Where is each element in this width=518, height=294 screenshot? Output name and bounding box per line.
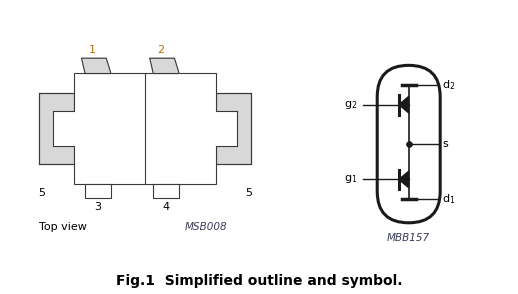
Text: Fig.1  Simplified outline and symbol.: Fig.1 Simplified outline and symbol. <box>116 274 402 288</box>
Text: 1: 1 <box>89 45 96 55</box>
FancyBboxPatch shape <box>377 65 440 223</box>
Text: 5: 5 <box>38 188 45 198</box>
Bar <box>85 184 111 198</box>
Polygon shape <box>150 58 179 74</box>
Polygon shape <box>81 58 111 74</box>
Text: MSB008: MSB008 <box>185 222 227 232</box>
Bar <box>53 111 76 146</box>
Text: 4: 4 <box>163 202 170 212</box>
Polygon shape <box>399 171 409 188</box>
Bar <box>153 184 179 198</box>
Bar <box>215 93 251 164</box>
Bar <box>39 93 75 164</box>
Text: MBB157: MBB157 <box>387 233 430 243</box>
Text: s: s <box>442 139 448 149</box>
Bar <box>75 74 215 184</box>
Bar <box>214 111 237 146</box>
Text: d$_1$: d$_1$ <box>442 192 455 206</box>
Text: d$_2$: d$_2$ <box>442 78 455 92</box>
Text: g$_2$: g$_2$ <box>344 99 357 111</box>
Polygon shape <box>399 96 409 113</box>
Text: 2: 2 <box>157 45 165 55</box>
Text: 3: 3 <box>94 202 102 212</box>
Text: g$_1$: g$_1$ <box>344 173 357 186</box>
Text: 5: 5 <box>245 188 252 198</box>
Text: Top view: Top view <box>39 222 87 232</box>
